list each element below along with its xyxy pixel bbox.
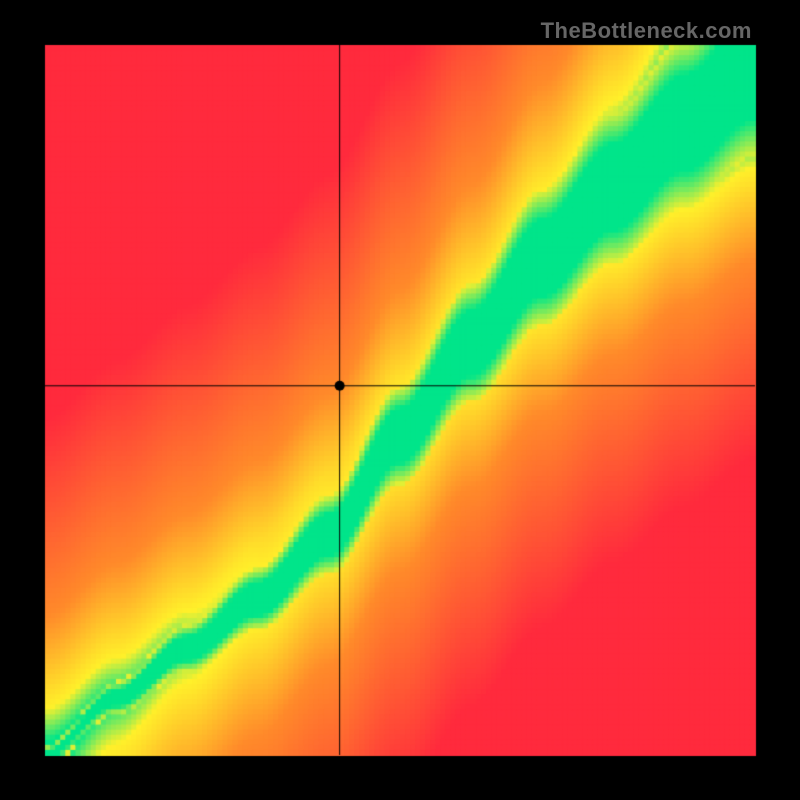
watermark-text: TheBottleneck.com <box>541 18 752 44</box>
chart-container: TheBottleneck.com <box>0 0 800 800</box>
bottleneck-heatmap <box>0 0 800 800</box>
